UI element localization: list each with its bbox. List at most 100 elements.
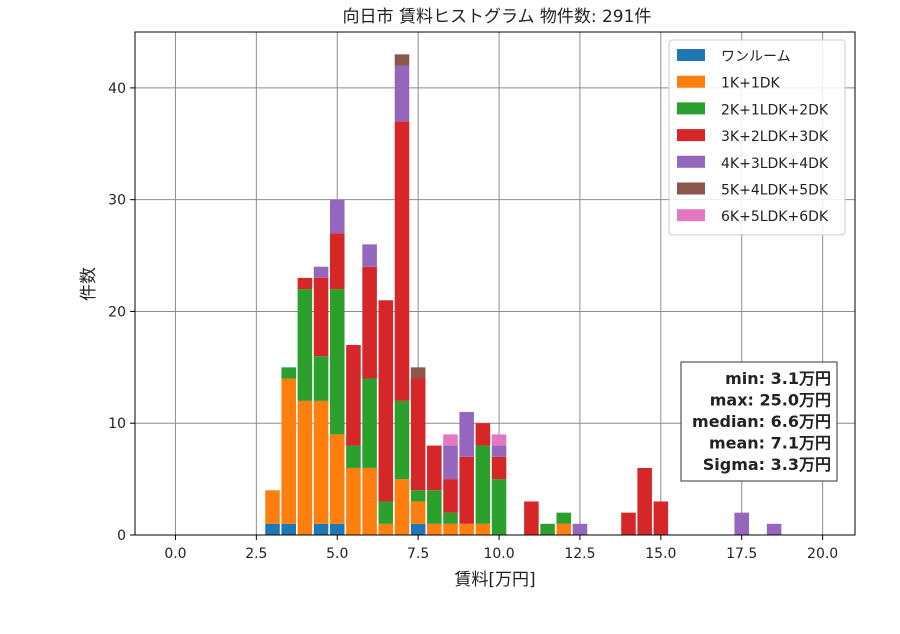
- x-tick-label: 17.5: [726, 546, 757, 562]
- bar-segment-series-2: [313, 356, 329, 401]
- bar-segment-series-3: [637, 467, 652, 535]
- bar-segment-series-1: [378, 523, 394, 535]
- legend-swatch: [677, 182, 705, 195]
- bar-segment-series-3: [475, 423, 491, 446]
- x-tick-label: 2.5: [245, 546, 267, 562]
- bar-segment-series-5: [394, 54, 410, 66]
- bar-segment-series-3: [653, 501, 669, 535]
- legend-swatch: [677, 75, 705, 88]
- bar-segment-series-2: [427, 490, 442, 524]
- bar-segment-series-3: [394, 121, 410, 401]
- bar-segment-series-1: [329, 434, 345, 524]
- bar-segment-series-4: [491, 445, 507, 457]
- legend-swatch: [677, 209, 705, 222]
- histogram-bars: [265, 54, 782, 535]
- x-tick-label: 12.5: [564, 546, 595, 562]
- bar-segment-series-1: [556, 523, 572, 535]
- legend-entry: ワンルーム: [721, 49, 791, 65]
- bar-segment-series-4: [394, 65, 410, 122]
- x-tick-label: 20.0: [807, 546, 838, 562]
- x-tick-label: 15.0: [645, 546, 676, 562]
- bar-segment-series-1: [313, 400, 329, 524]
- bar-segment-series-5: [410, 367, 426, 379]
- x-tick-label: 5.0: [326, 546, 348, 562]
- bar-segment-series-3: [329, 233, 345, 290]
- stat-line: Sigma: 3.3万円: [703, 455, 831, 474]
- bar-segment-series-0: [313, 523, 329, 535]
- bar-segment-series-0: [410, 523, 426, 535]
- bar-segment-series-1: [281, 378, 296, 524]
- bar-segment-series-3: [621, 512, 636, 535]
- x-tick-label: 7.5: [407, 546, 429, 562]
- bar-segment-series-1: [475, 523, 491, 535]
- legend-swatch: [677, 49, 705, 61]
- bar-segment-series-4: [313, 266, 329, 278]
- stat-line: mean: 7.1万円: [709, 434, 831, 453]
- y-tick-label: 0: [117, 528, 126, 544]
- bar-segment-series-4: [329, 199, 345, 234]
- y-tick-label: 30: [108, 193, 126, 209]
- bar-segment-series-2: [410, 490, 426, 502]
- y-axis-label: 件数: [79, 267, 99, 301]
- legend-entry: 4K+3LDK+4DK: [721, 156, 829, 172]
- bar-segment-series-0: [265, 523, 280, 535]
- bar-segment-series-2: [491, 479, 507, 535]
- bar-segment-series-2: [362, 378, 377, 468]
- y-tick-label: 10: [108, 416, 126, 432]
- bar-segment-series-3: [427, 445, 442, 491]
- bar-segment-series-3: [346, 344, 361, 446]
- bar-segment-series-3: [313, 277, 329, 357]
- bar-segment-series-2: [329, 289, 345, 435]
- y-tick-label: 40: [108, 81, 126, 97]
- legend-swatch: [677, 102, 705, 115]
- legend-swatch: [677, 155, 705, 168]
- bar-segment-series-1: [265, 490, 280, 524]
- bar-segment-series-1: [297, 400, 313, 535]
- bar-segment-series-3: [362, 266, 377, 379]
- bar-segment-series-1: [394, 479, 410, 535]
- bar-segment-series-1: [459, 523, 474, 535]
- bar-segment-series-4: [734, 512, 750, 535]
- stat-line: max: 25.0万円: [710, 391, 831, 410]
- legend: ワンルーム 1K+1DK 2K+1LDK+2DK 3K+2LDK+3DK 4K+3LDK…: [668, 39, 846, 236]
- bar-segment-series-2: [281, 367, 296, 379]
- stat-line: min: 3.1万円: [725, 369, 831, 388]
- bar-segment-series-6: [491, 434, 507, 446]
- legend-entry: 6K+5LDK+6DK: [721, 209, 829, 225]
- legend-frame: [668, 39, 846, 236]
- bar-segment-series-4: [572, 523, 588, 535]
- bar-segment-series-4: [459, 412, 474, 457]
- legend-entry: 2K+1LDK+2DK: [721, 102, 829, 118]
- bar-segment-series-1: [410, 501, 426, 524]
- bar-segment-series-3: [491, 456, 507, 480]
- stat-line: median: 6.6万円: [692, 412, 831, 431]
- bar-segment-series-0: [329, 523, 345, 535]
- legend-entry: 5K+4LDK+5DK: [721, 183, 829, 199]
- stats-frame: [680, 361, 838, 482]
- x-tick-label: 0.0: [164, 546, 186, 562]
- bar-segment-series-2: [346, 445, 361, 468]
- bar-segment-series-3: [378, 300, 394, 502]
- legend-entry: 1K+1DK: [721, 76, 781, 92]
- bar-segment-series-4: [766, 523, 782, 535]
- bar-segment-series-3: [297, 277, 313, 290]
- y-tick-label: 20: [108, 304, 126, 320]
- legend-swatch: [677, 129, 705, 142]
- axis-ticks: 0.0 2.5 5.0 7.5 10.0 12.5 15.0 17.5 20.0 0 10 20 30 4…: [108, 81, 838, 562]
- plot-frame: [134, 31, 856, 536]
- bar-segment-series-2: [394, 400, 410, 480]
- chart-title: 向日市 賃料ヒストグラム 物件数: 291件: [343, 7, 652, 27]
- bar-segment-series-2: [540, 523, 555, 535]
- bar-segment-series-3: [410, 378, 426, 491]
- bar-segment-series-1: [427, 523, 442, 535]
- bar-segment-series-2: [443, 512, 458, 524]
- bar-segment-series-1: [346, 467, 361, 535]
- bar-segment-series-4: [443, 445, 458, 480]
- x-tick-label: 10.0: [483, 546, 514, 562]
- bar-segment-series-1: [443, 523, 458, 535]
- bar-segment-series-3: [524, 501, 539, 535]
- bar-segment-series-6: [443, 434, 458, 446]
- stats-box: min: 3.1万円 max: 25.0万円 median: 6.6万円 mean: …: [680, 361, 838, 482]
- bar-segment-series-2: [475, 445, 491, 524]
